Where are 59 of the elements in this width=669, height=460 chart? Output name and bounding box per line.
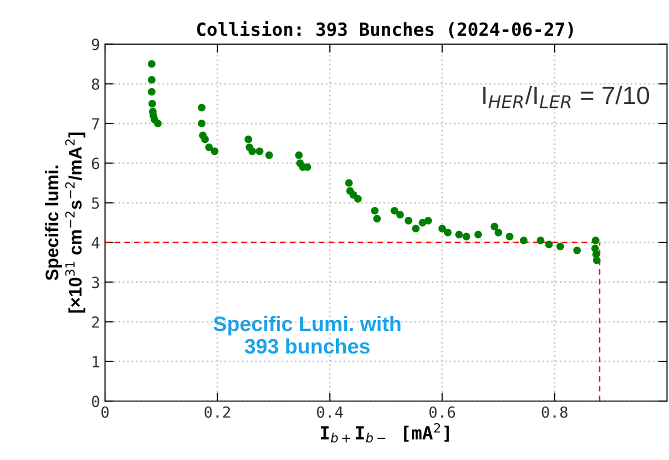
point bbox=[205, 143, 213, 152]
point bbox=[592, 236, 600, 244]
text: I$_{b+}$I$_{b−}$ [mA$^{2}$] bbox=[320, 423, 449, 443]
point bbox=[490, 222, 498, 230]
point bbox=[148, 88, 156, 96]
y-tick-label: 2 bbox=[92, 316, 99, 328]
point bbox=[412, 224, 420, 232]
y-tick-label: 4 bbox=[92, 237, 100, 248]
point bbox=[201, 136, 209, 144]
point bbox=[148, 60, 156, 68]
point bbox=[545, 240, 553, 248]
point bbox=[455, 230, 463, 238]
point bbox=[244, 136, 252, 144]
y-tick-label: 8 bbox=[92, 78, 100, 90]
point bbox=[536, 236, 544, 244]
x-tick-label: 0.6 bbox=[429, 406, 456, 418]
point bbox=[444, 228, 452, 236]
point bbox=[424, 216, 432, 224]
point bbox=[438, 224, 446, 232]
point bbox=[390, 206, 398, 215]
point bbox=[345, 179, 353, 187]
annotation: I$_{HER}$/I$_{LER}$ = 7/10 bbox=[483, 86, 650, 108]
point bbox=[198, 104, 206, 112]
annotation: Specific Lumi. with 393 bunches bbox=[214, 316, 400, 354]
point bbox=[265, 151, 273, 160]
point bbox=[256, 147, 264, 156]
x-tick-label: 0.4 bbox=[317, 406, 343, 418]
point bbox=[248, 147, 256, 156]
x-tick-label: 0.8 bbox=[542, 406, 568, 418]
text: Specific lumi. [×10$^{31}$ cm$^{−2}$s$^{−2}$/mA$^{2}$] bbox=[45, 132, 86, 313]
point bbox=[494, 228, 502, 236]
point bbox=[592, 256, 601, 264]
point bbox=[210, 147, 218, 156]
point bbox=[373, 214, 381, 222]
point bbox=[148, 100, 156, 108]
x-tick-label: 0.2 bbox=[204, 406, 230, 418]
y-tick-label: 0 bbox=[92, 396, 100, 408]
y-tick-label: 3 bbox=[92, 276, 100, 288]
point bbox=[370, 206, 379, 215]
point bbox=[295, 151, 303, 160]
chart-title: Collision: 393 Bunches (2024-06-27) bbox=[197, 21, 573, 38]
point bbox=[354, 195, 362, 203]
x-tick-label: 0 bbox=[101, 406, 109, 418]
y-tick-label: 6 bbox=[92, 158, 100, 170]
y-tick-label: 5 bbox=[92, 198, 99, 209]
y-tick-label: 9 bbox=[92, 38, 100, 50]
point bbox=[556, 242, 564, 250]
point bbox=[148, 76, 156, 84]
point bbox=[506, 232, 514, 240]
point bbox=[154, 120, 162, 128]
point bbox=[520, 236, 528, 244]
point bbox=[573, 246, 581, 254]
point bbox=[396, 210, 404, 219]
point bbox=[474, 230, 482, 238]
point bbox=[198, 120, 206, 128]
y-tick-label: 1 bbox=[92, 356, 100, 368]
point bbox=[404, 216, 412, 224]
y-tick-label: 7 bbox=[92, 118, 100, 130]
point bbox=[462, 232, 470, 240]
